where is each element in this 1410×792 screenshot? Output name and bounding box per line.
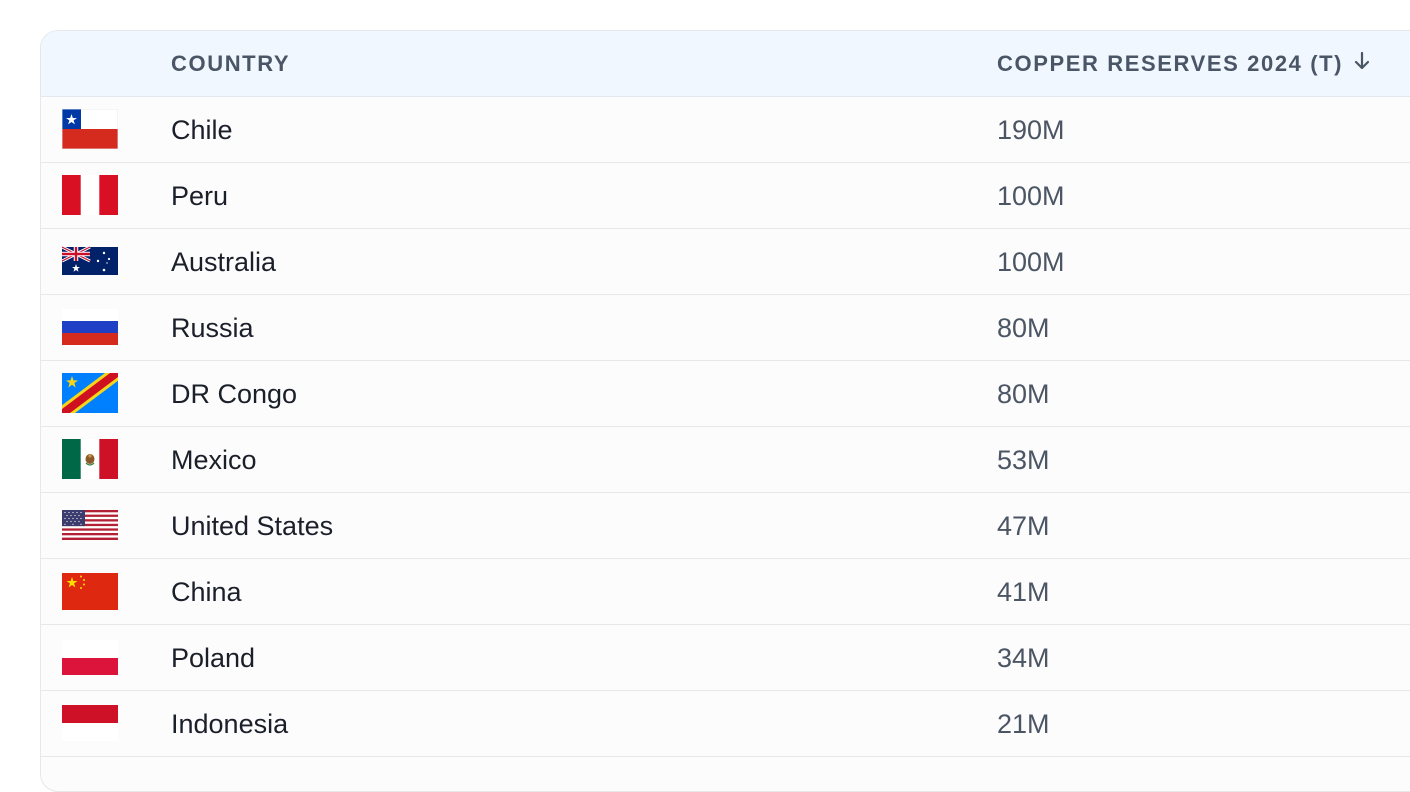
- reserves-value: 47M: [997, 511, 1050, 541]
- reserves-table: COUNTRY COPPER RESERVES 2024 (T) Chile 1…: [40, 30, 1410, 792]
- china-flag-icon: [62, 571, 118, 611]
- country-name: DR Congo: [171, 379, 298, 409]
- table-row[interactable]: Poland 34M: [41, 625, 1410, 691]
- reserves-value: 80M: [997, 379, 1050, 409]
- country-column-header[interactable]: COUNTRY: [171, 51, 291, 76]
- country-name: Poland: [171, 643, 256, 673]
- country-name: Chile: [171, 115, 233, 145]
- peru-flag-icon: [62, 175, 118, 215]
- reserves-value: 100M: [997, 181, 1065, 211]
- chile-flag-icon: [62, 109, 118, 149]
- country-name: Indonesia: [171, 709, 289, 739]
- poland-flag-icon: [62, 637, 118, 677]
- united-states-flag-icon: [62, 505, 118, 545]
- table-row[interactable]: China 41M: [41, 559, 1410, 625]
- reserves-value: 41M: [997, 577, 1050, 607]
- country-name: Mexico: [171, 445, 257, 475]
- reserves-value: 80M: [997, 313, 1050, 343]
- sort-descending-icon[interactable]: [1353, 31, 1371, 96]
- reserves-value: 21M: [997, 709, 1050, 739]
- table-row[interactable]: Peru 100M: [41, 163, 1410, 229]
- reserves-column-header-label: COPPER RESERVES 2024 (T): [997, 51, 1344, 76]
- country-name: Australia: [171, 247, 277, 277]
- russia-flag-icon: [62, 307, 118, 347]
- country-name: United States: [171, 511, 334, 541]
- table-row[interactable]: Chile 190M: [41, 97, 1410, 163]
- reserves-value: 190M: [997, 115, 1065, 145]
- reserves-value: 53M: [997, 445, 1050, 475]
- reserves-column-header[interactable]: COPPER RESERVES 2024 (T): [997, 31, 1371, 96]
- dr-congo-flag-icon: [62, 373, 118, 413]
- reserves-value: 100M: [997, 247, 1065, 277]
- table-row[interactable]: DR Congo 80M: [41, 361, 1410, 427]
- table-row[interactable]: Russia 80M: [41, 295, 1410, 361]
- country-name: Russia: [171, 313, 254, 343]
- table-row[interactable]: United States 47M: [41, 493, 1410, 559]
- mexico-flag-icon: [62, 439, 118, 479]
- country-name: China: [171, 577, 242, 607]
- table-row[interactable]: Indonesia 21M: [41, 691, 1410, 757]
- table-row[interactable]: Australia 100M: [41, 229, 1410, 295]
- reserves-value: 34M: [997, 643, 1050, 673]
- country-name: Peru: [171, 181, 229, 211]
- indonesia-flag-icon: [62, 703, 118, 743]
- australia-flag-icon: [62, 241, 118, 281]
- table-header-row: COUNTRY COPPER RESERVES 2024 (T): [41, 31, 1410, 97]
- table-row[interactable]: Mexico 53M: [41, 427, 1410, 493]
